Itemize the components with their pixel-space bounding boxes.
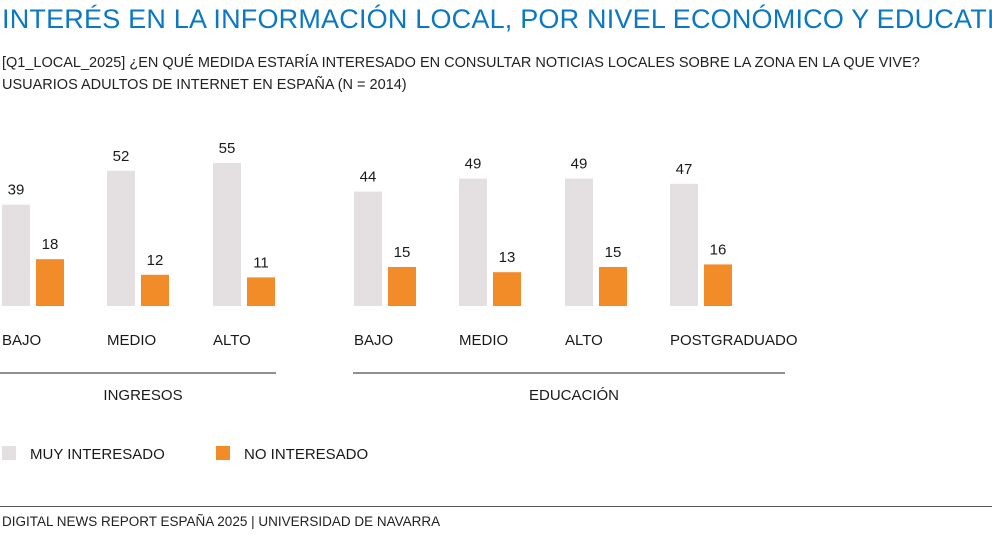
bar-no-interesado bbox=[388, 267, 416, 306]
bar-muy-interesado bbox=[565, 178, 593, 306]
chart-title: INTERÉS EN LA INFORMACIÓN LOCAL, POR NIV… bbox=[2, 4, 992, 34]
group-label: INGRESOS bbox=[103, 387, 182, 404]
bar-muy-interesado bbox=[213, 163, 241, 306]
category-label: BAJO bbox=[2, 332, 41, 349]
legend-swatch-muy-interesado bbox=[2, 446, 16, 460]
data-label: 13 bbox=[499, 249, 516, 266]
data-label: 16 bbox=[710, 241, 727, 258]
bar-muy-interesado bbox=[2, 204, 30, 306]
data-label: 49 bbox=[465, 156, 482, 173]
bar-no-interesado bbox=[599, 267, 627, 306]
category-label: ALTO bbox=[213, 332, 251, 349]
category-label: POSTGRADUADO bbox=[670, 332, 798, 349]
bar-muy-interesado bbox=[459, 178, 487, 306]
data-label: 15 bbox=[394, 244, 411, 261]
bar-no-interesado bbox=[493, 272, 521, 306]
data-label: 11 bbox=[253, 254, 269, 271]
group-label: EDUCACIÓN bbox=[529, 387, 619, 404]
data-label: 49 bbox=[571, 156, 588, 173]
bar-muy-interesado bbox=[354, 191, 382, 306]
category-label: MEDIO bbox=[107, 332, 156, 349]
bar-no-interesado bbox=[141, 274, 169, 306]
data-label: 44 bbox=[360, 169, 377, 186]
bar-chart: 39 18 BAJO 52 12 MEDIO 55 11 ALTO 44 15 BAJO 49 13 MED… bbox=[0, 140, 798, 463]
data-label: 47 bbox=[676, 161, 693, 178]
legend-swatch-no-interesado bbox=[216, 446, 230, 460]
category-label: BAJO bbox=[354, 332, 393, 349]
data-label: 12 bbox=[147, 252, 164, 269]
legend-label: NO INTERESADO bbox=[244, 446, 368, 463]
bar-muy-interesado bbox=[107, 170, 135, 306]
bar-no-interesado bbox=[704, 264, 732, 306]
bar-muy-interesado bbox=[670, 183, 698, 306]
category-label: ALTO bbox=[565, 332, 603, 349]
data-label: 18 bbox=[42, 236, 59, 253]
data-label: 15 bbox=[605, 244, 622, 261]
chart-sample-note: USUARIOS ADULTOS DE INTERNET EN ESPAÑA (… bbox=[2, 77, 407, 93]
data-label: 52 bbox=[113, 148, 130, 165]
chart-question: [Q1_LOCAL_2025] ¿EN QUÉ MEDIDA ESTARÍA I… bbox=[2, 55, 920, 71]
footer-source: DIGITAL NEWS REPORT ESPAÑA 2025 | UNIVER… bbox=[2, 514, 441, 529]
data-label: 39 bbox=[8, 182, 25, 199]
bar-no-interesado bbox=[36, 259, 64, 306]
bar-no-interesado bbox=[247, 277, 275, 306]
footer-divider bbox=[0, 506, 992, 507]
legend-label: MUY INTERESADO bbox=[30, 446, 165, 463]
category-label: MEDIO bbox=[459, 332, 508, 349]
data-label: 55 bbox=[219, 140, 236, 157]
